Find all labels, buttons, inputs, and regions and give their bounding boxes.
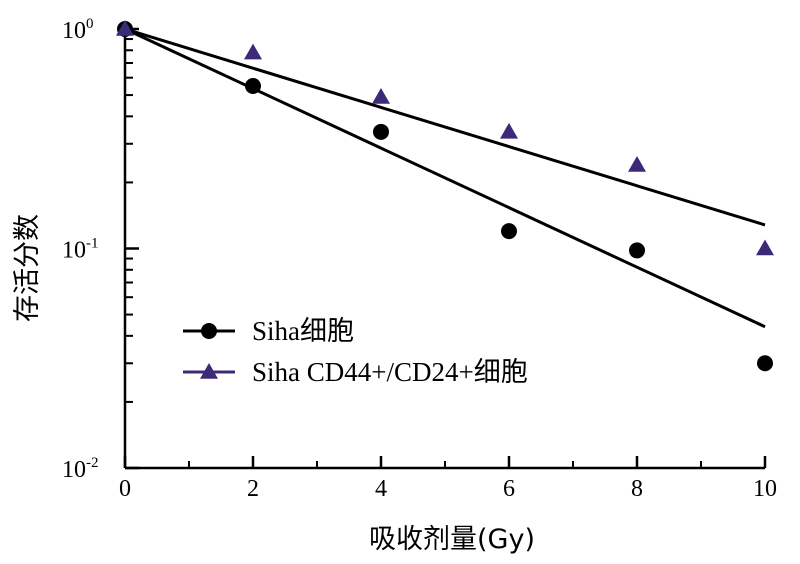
fit-line [124,27,766,329]
data-point [629,242,645,259]
data-point [372,88,390,104]
data-point [245,77,261,94]
data-point [756,239,774,256]
x-tick-label: 8 [631,476,643,502]
legend-label: Siha CD44+/CD24+细胞 [252,357,528,387]
y-tick-label: 10-2 [62,455,99,483]
data-point [501,223,517,240]
x-tick-label: 6 [503,476,515,502]
legend-marker [201,323,217,339]
x-tick-label: 4 [375,476,387,502]
y-tick-label: 10-1 [62,236,99,264]
x-tick-label: 2 [247,476,259,502]
series-layer [116,20,774,372]
x-axis-label: 吸收剂量(Gy) [369,524,535,555]
data-point [244,43,262,60]
series-2 [116,20,774,256]
data-point [116,20,134,36]
ticks: 100 10-1 10-2 0 2 4 6 8 10 [62,16,777,502]
data-point [757,355,773,372]
data-point [373,123,389,140]
legend: Siha细胞 Siha CD44+/CD24+细胞 [183,316,528,387]
data-point [628,156,646,172]
fit-line [124,27,766,227]
data-point [500,122,518,139]
legend-marker [200,363,218,379]
x-tick-label: 0 [119,476,131,502]
y-tick-label: 100 [62,16,94,44]
series-1 [117,21,773,372]
x-tick-label: 10 [753,476,777,502]
axes [123,25,765,470]
y-axis-label: 存活分数 [12,214,43,322]
legend-label: Siha细胞 [252,316,354,346]
